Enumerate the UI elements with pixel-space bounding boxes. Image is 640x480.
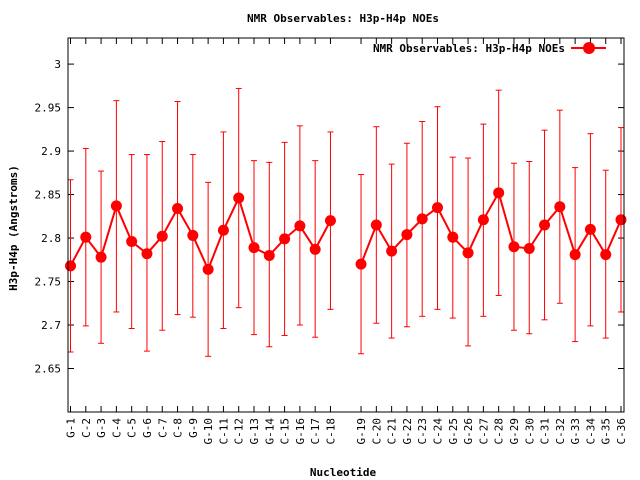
data-point (554, 201, 566, 213)
data-point (569, 249, 581, 261)
x-tick-label: C-27 (477, 418, 490, 445)
x-tick-label: C-12 (233, 418, 246, 445)
data-point (309, 243, 321, 255)
series-points (65, 187, 627, 275)
y-tick-label: 2.65 (35, 363, 62, 376)
series-line-segment (360, 190, 622, 265)
data-point (202, 263, 214, 275)
x-axis-ticks: G-1 C-2 G-3 C-4 C-5 G-6 C-7 C-8 G-9 G-10 C-11 C-12 G… (65, 38, 628, 445)
x-tick-label: C-21 (386, 418, 399, 445)
data-point (156, 230, 168, 242)
x-tick-label: G-16 (294, 418, 307, 445)
y-tick-label: 2.85 (35, 189, 62, 202)
y-tick-label: 2.7 (41, 319, 61, 332)
data-point (584, 223, 596, 235)
y-tick-label: 3 (54, 58, 61, 71)
data-point (615, 214, 627, 226)
data-point (248, 242, 260, 254)
x-tick-label: C-15 (279, 418, 292, 445)
x-tick-label: C-7 (156, 418, 169, 438)
x-tick-label: C-11 (217, 418, 230, 445)
x-tick-label: C-23 (416, 418, 429, 445)
x-tick-label: G-3 (95, 418, 108, 438)
x-tick-label: G-10 (202, 418, 215, 445)
x-tick-label: G-9 (187, 418, 200, 438)
x-tick-label: G-22 (401, 418, 414, 445)
data-point (324, 215, 336, 227)
legend: NMR Observables: H3p-H4p NOEs (373, 42, 606, 55)
data-point (233, 192, 245, 204)
x-axis-label: Nucleotide (310, 466, 377, 479)
y-tick-label: 2.9 (41, 145, 61, 158)
data-point (217, 224, 229, 236)
data-point (539, 219, 551, 231)
data-point (523, 242, 535, 254)
x-tick-label: G-19 (355, 418, 368, 445)
legend-marker-swatch (583, 42, 595, 54)
data-point (95, 251, 107, 263)
data-point (600, 249, 612, 261)
x-tick-label: G-13 (248, 418, 261, 445)
y-tick-label: 2.8 (41, 232, 61, 245)
data-point (80, 231, 92, 243)
data-point (508, 241, 520, 253)
x-tick-label: G-14 (263, 418, 276, 445)
chart-title: NMR Observables: H3p-H4p NOEs (247, 12, 439, 25)
data-point (355, 258, 367, 270)
data-point (462, 247, 474, 259)
x-tick-label: G-26 (462, 418, 475, 445)
data-point (126, 236, 138, 248)
x-tick-label: G-35 (600, 418, 613, 445)
data-point (477, 214, 489, 226)
x-tick-label: G-25 (447, 418, 460, 445)
plot-frame (67, 37, 625, 413)
y-axis-label: H3p-H4p (Angstroms) (7, 165, 20, 291)
series-line-segment (69, 195, 332, 272)
data-point (279, 233, 291, 245)
x-tick-label: C-20 (370, 418, 383, 445)
data-point (110, 200, 122, 212)
x-tick-label: C-24 (432, 418, 445, 445)
data-point (65, 260, 76, 272)
data-point (386, 245, 398, 257)
series-lines (69, 190, 622, 272)
data-point (401, 229, 413, 241)
x-tick-label: C-34 (584, 418, 597, 445)
data-point (141, 248, 153, 260)
data-point (294, 220, 306, 232)
x-tick-label: G-29 (508, 418, 521, 445)
x-tick-label: C-36 (615, 418, 628, 445)
x-tick-label: G-6 (141, 418, 154, 438)
x-tick-label: G-33 (569, 418, 582, 445)
data-point (493, 187, 505, 199)
x-tick-label: C-18 (324, 418, 337, 445)
y-tick-label: 2.95 (35, 102, 62, 115)
x-tick-label: C-2 (80, 418, 93, 438)
x-tick-label: C-5 (126, 418, 139, 438)
x-tick-label: C-28 (493, 418, 506, 445)
x-tick-label: C-17 (309, 418, 322, 445)
data-point (447, 231, 459, 243)
data-point (263, 249, 275, 261)
x-tick-label: C-30 (523, 418, 536, 445)
x-tick-label: C-4 (110, 418, 123, 438)
x-tick-label: G-1 (65, 418, 78, 438)
legend-label: NMR Observables: H3p-H4p NOEs (373, 42, 565, 55)
x-tick-label: C-32 (554, 418, 567, 445)
data-point (416, 213, 428, 225)
x-tick-label: C-31 (539, 418, 552, 445)
data-point (370, 219, 382, 231)
y-tick-label: 2.75 (35, 276, 62, 289)
data-point (187, 229, 199, 241)
data-point (172, 202, 184, 214)
x-tick-label: C-8 (172, 418, 185, 438)
data-point (432, 202, 443, 214)
